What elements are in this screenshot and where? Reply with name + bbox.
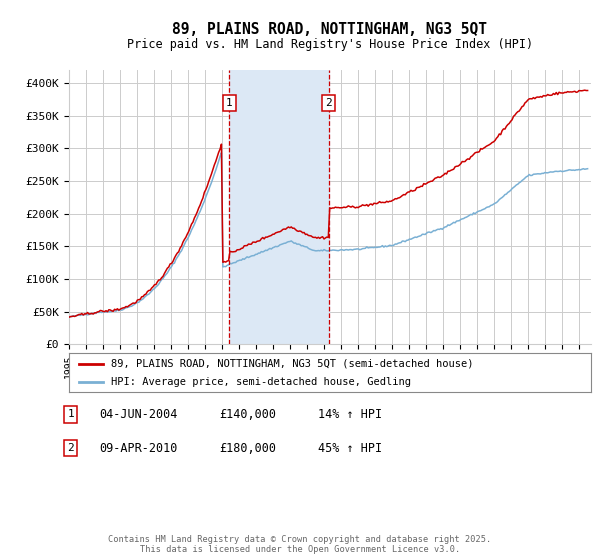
Text: HPI: Average price, semi-detached house, Gedling: HPI: Average price, semi-detached house,… <box>111 377 411 387</box>
Text: 1: 1 <box>226 97 233 108</box>
Text: £140,000: £140,000 <box>219 408 276 421</box>
Bar <box>229 70 329 344</box>
Text: £180,000: £180,000 <box>219 441 276 455</box>
Text: 09-APR-2010: 09-APR-2010 <box>99 441 178 455</box>
Text: 89, PLAINS ROAD, NOTTINGHAM, NG3 5QT (semi-detached house): 89, PLAINS ROAD, NOTTINGHAM, NG3 5QT (se… <box>111 359 473 369</box>
Text: 2: 2 <box>67 443 74 453</box>
Text: Price paid vs. HM Land Registry's House Price Index (HPI): Price paid vs. HM Land Registry's House … <box>127 38 533 51</box>
Text: 2: 2 <box>325 97 332 108</box>
Text: 14% ↑ HPI: 14% ↑ HPI <box>318 408 382 421</box>
Text: 89, PLAINS ROAD, NOTTINGHAM, NG3 5QT: 89, PLAINS ROAD, NOTTINGHAM, NG3 5QT <box>173 22 487 38</box>
Text: 1: 1 <box>67 409 74 419</box>
Text: 04-JUN-2004: 04-JUN-2004 <box>99 408 178 421</box>
Text: 45% ↑ HPI: 45% ↑ HPI <box>318 441 382 455</box>
Text: Contains HM Land Registry data © Crown copyright and database right 2025.
This d: Contains HM Land Registry data © Crown c… <box>109 535 491 554</box>
